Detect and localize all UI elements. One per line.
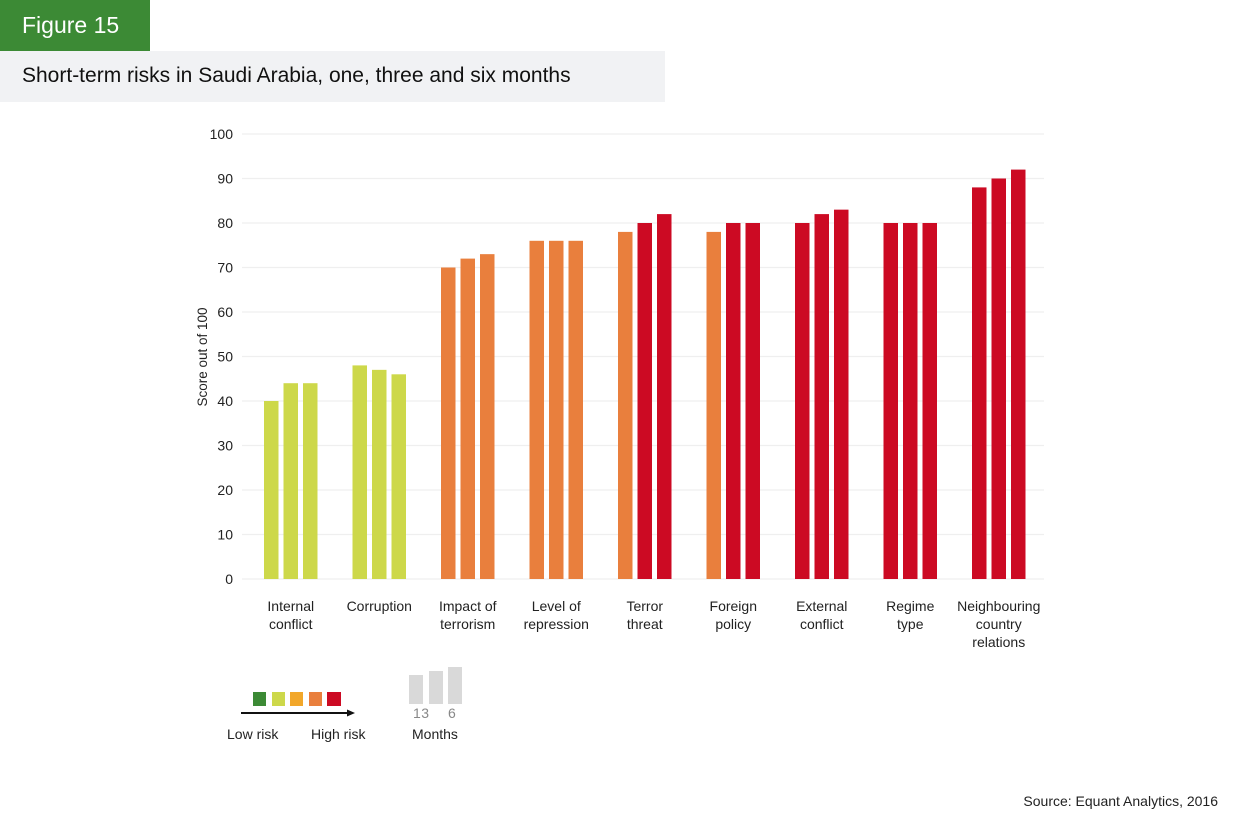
category-label: External conflict [796,598,847,632]
bar-6-months-1 [391,374,406,579]
bar-3-months-0 [283,383,298,579]
y-tick-label: 10 [217,527,233,543]
y-tick-label: 70 [217,260,233,276]
bar-6-months-0 [303,383,318,579]
legend-swatch-mid-high [309,692,322,706]
category-label: Corruption [347,598,412,614]
months-label: Months [412,726,458,742]
category-label: Terror threat [626,598,663,632]
bar-6-months-3 [568,240,583,580]
bar-3-months-8 [991,178,1006,579]
bar-1-month-3 [529,240,544,580]
months-values-1-3: 13 [413,705,430,721]
category-label: Impact of terrorism [439,598,497,632]
bars [264,169,1026,580]
bar-1-month-7 [883,223,898,579]
high-risk-label: High risk [311,726,366,742]
category-label: Neighbouring country relations [957,598,1040,650]
bar-1-month-6 [795,223,810,579]
y-tick-label: 20 [217,482,233,498]
bar-1-month-0 [264,401,279,579]
y-tick-label: 80 [217,215,233,231]
bar-6-months-8 [1011,169,1026,579]
bar-3-months-3 [549,240,564,580]
legend-swatch-low-mid [272,692,285,706]
category-label: Regime type [886,598,934,632]
legend-month-bar-3 [429,671,443,704]
bar-3-months-1 [372,369,387,579]
bar-3-months-5 [726,223,741,579]
low-risk-label: Low risk [227,726,279,742]
bar-3-months-7 [903,223,918,579]
bar-6-months-7 [922,223,937,579]
bar-1-month-4 [618,231,633,579]
bar-6-months-6 [834,209,849,579]
bar-1-month-8 [972,187,987,579]
legend-swatch-mid [290,692,303,706]
bar-6-months-4 [657,214,672,579]
bar-6-months-5 [745,223,760,579]
y-tick-label: 60 [217,304,233,320]
bar-1-month-2 [441,267,456,579]
months-value-6: 6 [448,705,456,721]
bar-1-month-5 [706,231,721,579]
months-legend [409,667,462,704]
bar-3-months-2 [460,258,475,579]
risk-legend [241,692,355,717]
category-label: Foreign policy [710,598,757,632]
category-label: Level of repression [524,598,589,632]
bar-1-month-1 [352,365,367,579]
chart-title: Short-term risks in Saudi Arabia, one, t… [0,51,665,102]
category-label: Internal conflict [267,598,314,632]
source-note: Source: Equant Analytics, 2016 [1023,793,1218,809]
legend-month-bar-1 [409,675,423,704]
y-tick-label: 100 [210,126,234,142]
arrow-head-icon [347,709,355,717]
y-tick-label: 50 [217,349,233,365]
y-tick-label: 0 [225,571,233,587]
bar-6-months-2 [480,254,495,579]
y-tick-labels: 0 10 20 30 40 50 60 70 80 90 100 [210,126,234,587]
legend-swatch-low [253,692,266,706]
category-labels: Internal conflict Corruption Impact of terro… [267,598,1040,650]
legend-month-bar-6 [448,667,462,704]
y-tick-label: 30 [217,438,233,454]
bar-3-months-6 [814,214,829,579]
y-axis-label: Score out of 100 [195,307,210,406]
figure-label: Figure 15 [0,0,150,51]
bar-3-months-4 [637,223,652,579]
legend-swatch-high [327,692,341,706]
y-tick-label: 90 [217,171,233,187]
y-tick-label: 40 [217,393,233,409]
